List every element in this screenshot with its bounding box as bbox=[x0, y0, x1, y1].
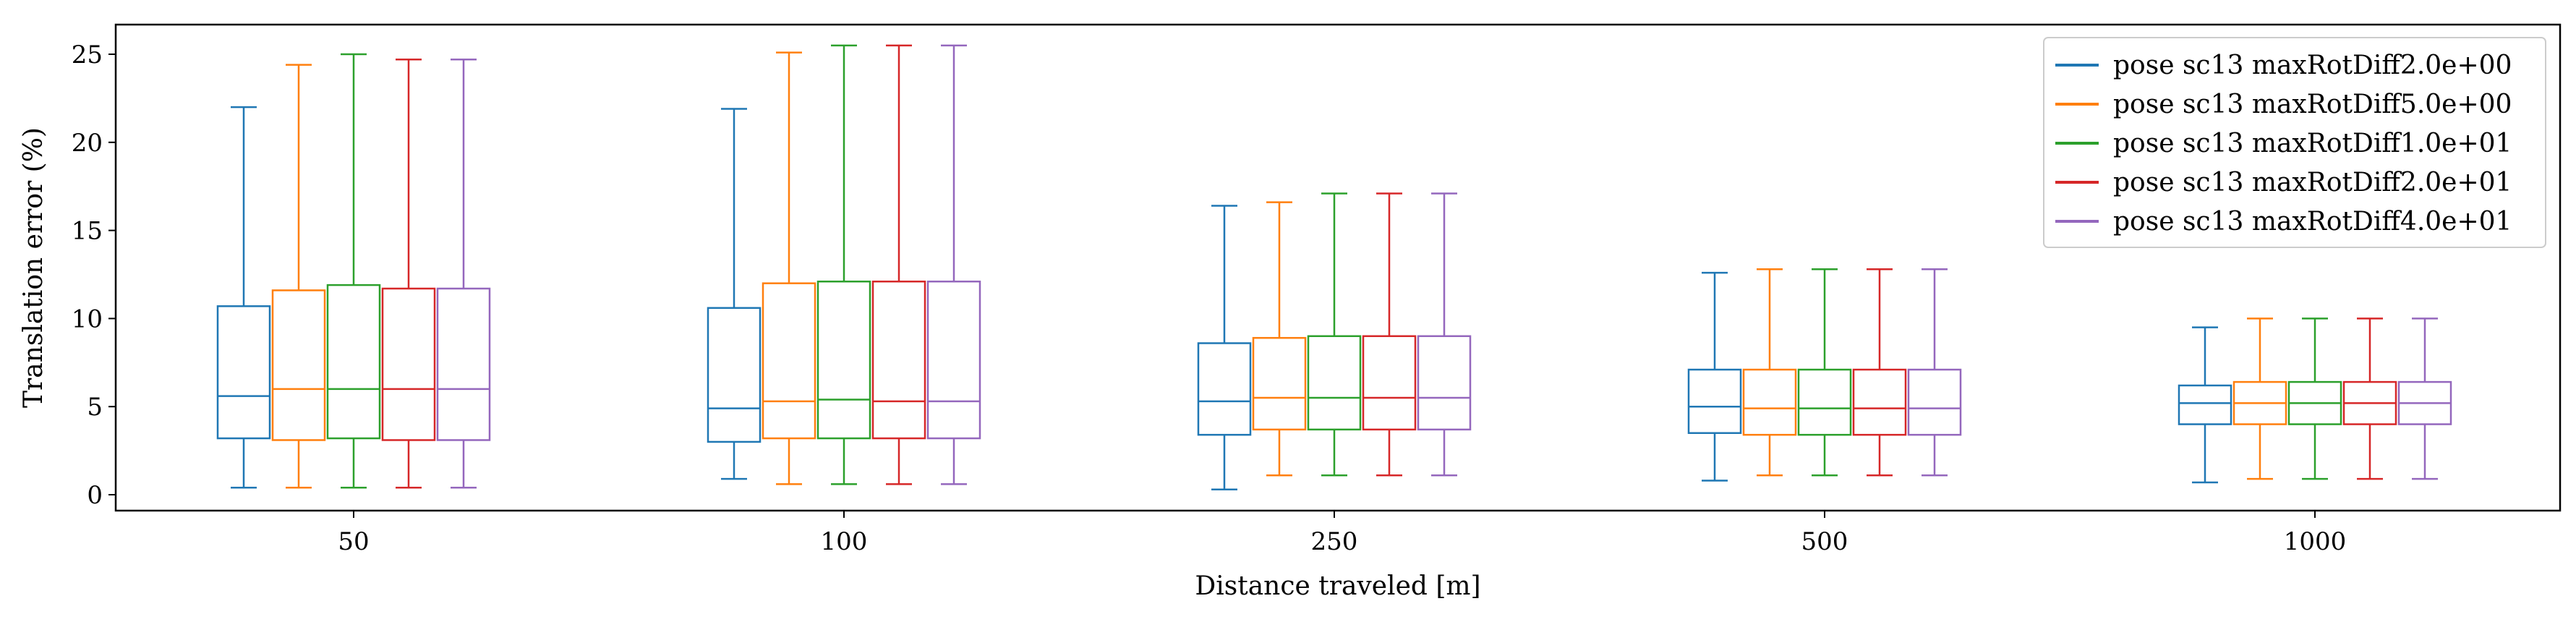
iqr-box bbox=[762, 282, 816, 440]
box bbox=[2342, 318, 2397, 480]
series-group bbox=[271, 51, 2287, 489]
y-tick-label: 5 bbox=[87, 393, 103, 422]
series-group bbox=[216, 106, 2232, 490]
x-tick-label: 50 bbox=[338, 527, 369, 556]
legend-label: pose sc13 maxRotDiff2.0e+00 bbox=[2113, 51, 2512, 80]
x-axis: 50 100 250 500 1000 bbox=[338, 511, 2346, 556]
box bbox=[1197, 205, 1252, 490]
iqr-box bbox=[1742, 368, 1797, 436]
legend-frame bbox=[2043, 37, 2546, 248]
iqr-box bbox=[1852, 368, 1907, 436]
box bbox=[1907, 268, 1962, 477]
legend: pose sc13 maxRotDiff2.0e+00 pose sc13 max… bbox=[2043, 37, 2546, 248]
iqr-box bbox=[216, 305, 271, 440]
box bbox=[816, 44, 871, 485]
box bbox=[871, 44, 926, 485]
box bbox=[381, 59, 436, 489]
box bbox=[2178, 326, 2232, 484]
iqr-box bbox=[1307, 335, 1362, 431]
iqr-box bbox=[1907, 368, 1962, 436]
box bbox=[1852, 268, 1907, 477]
iqr-box bbox=[271, 289, 326, 441]
iqr-box bbox=[1797, 368, 1852, 436]
box bbox=[1742, 268, 1797, 477]
box bbox=[216, 106, 271, 489]
y-tick-label: 15 bbox=[72, 217, 103, 246]
y-axis: 0 5 10 15 20 25 bbox=[72, 41, 116, 510]
legend-label: pose sc13 maxRotDiff4.0e+01 bbox=[2113, 207, 2512, 237]
iqr-box bbox=[1362, 335, 1417, 431]
series-group bbox=[326, 44, 2342, 489]
box bbox=[1252, 201, 1307, 477]
iqr-box bbox=[1252, 336, 1307, 431]
y-tick-label: 0 bbox=[87, 481, 103, 510]
iqr-box bbox=[707, 307, 762, 443]
box bbox=[271, 64, 326, 489]
iqr-box bbox=[1687, 368, 1742, 434]
x-tick-label: 500 bbox=[1801, 527, 1848, 556]
y-tick-label: 20 bbox=[72, 129, 103, 158]
iqr-box bbox=[1417, 335, 1472, 431]
iqr-box bbox=[326, 284, 381, 440]
iqr-box bbox=[381, 287, 436, 441]
legend-label: pose sc13 maxRotDiff5.0e+00 bbox=[2113, 90, 2512, 119]
x-tick-label: 250 bbox=[1311, 527, 1358, 556]
box bbox=[2232, 318, 2287, 480]
iqr-box bbox=[816, 280, 871, 440]
x-tick-label: 100 bbox=[821, 527, 868, 556]
iqr-box bbox=[436, 287, 491, 441]
box bbox=[2287, 318, 2342, 480]
box bbox=[707, 108, 762, 480]
box bbox=[2397, 318, 2452, 480]
y-axis-label: Translation error (%) bbox=[19, 127, 48, 408]
y-tick-label: 10 bbox=[72, 304, 103, 333]
box bbox=[1307, 192, 1362, 477]
x-axis-label: Distance traveled [m] bbox=[1195, 571, 1480, 601]
box bbox=[326, 53, 381, 489]
plot-area bbox=[216, 44, 2452, 490]
box bbox=[762, 51, 816, 485]
iqr-box bbox=[871, 280, 926, 440]
plot-frame bbox=[114, 23, 2562, 512]
iqr-box bbox=[2178, 384, 2232, 425]
box bbox=[926, 44, 981, 485]
box bbox=[1417, 192, 1472, 477]
iqr-box bbox=[926, 280, 981, 440]
y-tick-label: 25 bbox=[72, 41, 103, 69]
box bbox=[436, 59, 491, 489]
box bbox=[1362, 192, 1417, 477]
x-tick-label: 1000 bbox=[2284, 527, 2347, 556]
series-group bbox=[381, 44, 2397, 489]
box bbox=[1797, 268, 1852, 477]
legend-label: pose sc13 maxRotDiff2.0e+01 bbox=[2113, 168, 2512, 197]
legend-label: pose sc13 maxRotDiff1.0e+01 bbox=[2113, 129, 2512, 158]
iqr-box bbox=[1197, 342, 1252, 436]
series-group bbox=[436, 44, 2452, 489]
box bbox=[1687, 271, 1742, 482]
